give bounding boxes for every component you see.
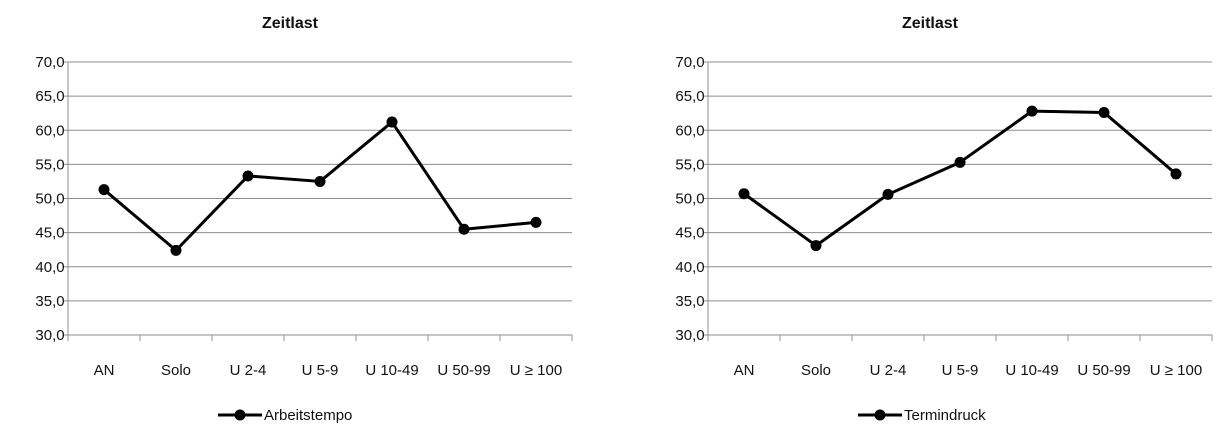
x-tick-label: U 5-9: [302, 362, 339, 379]
y-tick-label: 30,0: [35, 327, 64, 344]
series-line: [743, 109, 1177, 248]
y-tick-label: 45,0: [35, 225, 64, 242]
x-tick-label: Solo: [801, 362, 831, 379]
legend-label: Arbeitstempo: [264, 407, 352, 424]
y-tick-label: 40,0: [675, 259, 704, 276]
y-tick-label: 55,0: [675, 156, 704, 173]
data-point: [386, 116, 398, 128]
data-point: [98, 184, 110, 196]
chart-termindruck: Zeitlast 70,0 65,0 60,0 55,0 50,0 45,0 40,0 35,…: [608, 0, 1218, 432]
y-axis-ticks: 70,0 65,0 60,0 55,0 50,0 45,0 40,0 35,0 30,0: [675, 54, 704, 344]
series-termindruck: [738, 105, 1182, 252]
y-tick-label: 50,0: [35, 191, 64, 208]
y-tick-label: 60,0: [35, 122, 64, 139]
y-tick-label: 45,0: [675, 225, 704, 242]
chart-title: Zeitlast: [902, 15, 959, 32]
gridlines: [63, 61, 572, 336]
x-axis-ticks: AN Solo U 2-4 U 5-9 U 10-49 U 50-99 U ≥ 100: [67, 335, 573, 379]
y-tick-label: 30,0: [675, 327, 704, 344]
data-point: [738, 188, 750, 200]
y-tick-label: 60,0: [675, 122, 704, 139]
x-tick-label: Solo: [161, 362, 191, 379]
y-axis-ticks: 70,0 65,0 60,0 55,0 50,0 45,0 40,0 35,0 30,0: [35, 54, 64, 344]
data-point: [170, 244, 182, 256]
legend-marker: [874, 409, 886, 421]
data-point: [954, 156, 966, 168]
y-tick-label: 70,0: [35, 54, 64, 71]
y-tick-label: 40,0: [35, 259, 64, 276]
legend-marker: [234, 409, 246, 421]
x-tick-label: U 2-4: [870, 362, 907, 379]
x-tick-label: U 5-9: [942, 362, 979, 379]
data-point: [1170, 168, 1182, 180]
data-point: [1026, 105, 1038, 117]
y-tick-label: 65,0: [35, 88, 64, 105]
x-axis-ticks: AN Solo U 2-4 U 5-9 U 10-49 U 50-99 U ≥ 100: [707, 335, 1213, 379]
y-tick-label: 35,0: [675, 293, 704, 310]
data-point: [1098, 107, 1110, 119]
data-point: [882, 188, 894, 200]
data-point: [314, 175, 326, 187]
x-tick-label: U 10-49: [1005, 362, 1058, 379]
x-tick-label: U ≥ 100: [1150, 362, 1202, 379]
gridlines: [703, 61, 1212, 336]
line-chart-termindruck: Zeitlast 70,0 65,0 60,0 55,0 50,0 45,0 40,0 35,…: [675, 15, 1213, 424]
y-tick-label: 35,0: [35, 293, 64, 310]
y-tick-label: 65,0: [675, 88, 704, 105]
line-chart-arbeitstempo: Zeitlast 70,0 65,0 60,0 55,0 50,0 45,0 40,0 35,…: [35, 15, 573, 424]
data-point: [530, 216, 542, 228]
x-tick-label: U 50-99: [1077, 362, 1130, 379]
legend: Termindruck: [858, 407, 986, 424]
x-tick-label: AN: [734, 362, 755, 379]
data-point: [458, 223, 470, 235]
y-tick-label: 50,0: [675, 191, 704, 208]
x-tick-label: U ≥ 100: [510, 362, 562, 379]
y-tick-label: 70,0: [675, 54, 704, 71]
legend: Arbeitstempo: [218, 407, 352, 424]
legend-label: Termindruck: [904, 407, 986, 424]
chart-arbeitstempo: Zeitlast 70,0 65,0 60,0 55,0 50,0 45,0 40,0 35,…: [0, 0, 600, 432]
x-tick-label: U 10-49: [365, 362, 418, 379]
data-point: [810, 240, 822, 252]
y-tick-label: 55,0: [35, 156, 64, 173]
data-point: [242, 170, 254, 182]
x-tick-label: AN: [94, 362, 115, 379]
chart-title: Zeitlast: [262, 15, 319, 32]
x-tick-label: U 2-4: [230, 362, 267, 379]
series-arbeitstempo: [98, 116, 542, 256]
x-tick-label: U 50-99: [437, 362, 490, 379]
